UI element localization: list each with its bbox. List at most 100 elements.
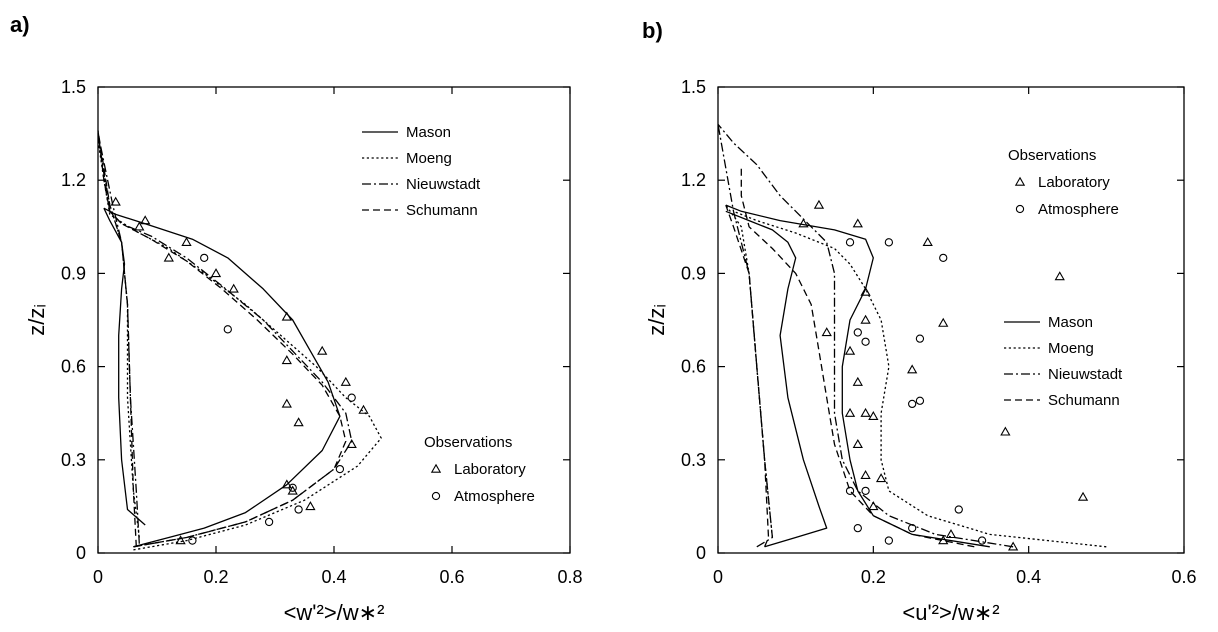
x-tick-label: 0 <box>93 567 103 587</box>
atmosphere-point <box>853 328 862 337</box>
y-tick-label: 0.9 <box>681 263 706 283</box>
y-tick-label: 1.2 <box>681 170 706 190</box>
laboratory-point <box>281 311 292 321</box>
atmosphere-point <box>845 238 855 247</box>
series-line-schumann-outer <box>740 164 975 548</box>
laboratory-point <box>875 473 887 483</box>
laboratory-point <box>844 407 856 417</box>
y-tick-label: 1.5 <box>61 77 86 97</box>
series-line-schumann-outer <box>97 130 347 548</box>
atmosphere-point <box>884 536 894 545</box>
panel-label-a: a) <box>10 12 30 37</box>
marker-legend-a: Observations Laboratory Atmosphere <box>424 434 535 505</box>
laboratory-point <box>922 237 933 247</box>
series-line-nieuwstadt-outer <box>717 123 1014 548</box>
series-line-moeng-inner <box>725 204 774 538</box>
y-tick-label: 0.3 <box>61 450 86 470</box>
observations-legend-title: Observations <box>1008 147 1096 164</box>
laboratory-point <box>1000 426 1011 436</box>
x-tick-label: 0 <box>713 567 723 587</box>
atmosphere-point <box>264 517 274 527</box>
legend-label-nieuwstadt: Nieuwstadt <box>1048 366 1123 383</box>
laboratory-point <box>860 470 871 480</box>
y-tick-label: 1.5 <box>681 77 706 97</box>
legend-label-atmosphere: Atmosphere <box>454 488 535 505</box>
atmosphere-point <box>954 505 963 514</box>
laboratory-point <box>134 221 145 231</box>
x-tick-label: 0.2 <box>203 567 228 587</box>
atmosphere-point <box>884 238 894 247</box>
atmosphere-point <box>223 325 232 334</box>
laboratory-point <box>181 237 192 247</box>
x-tick-label: 0.2 <box>861 567 886 587</box>
laboratory-point <box>228 283 239 293</box>
x-tick-label: 0.4 <box>1016 567 1041 587</box>
laboratory-point <box>305 501 316 511</box>
laboratory-point <box>340 376 351 386</box>
laboratory-point <box>1054 271 1065 281</box>
atmosphere-point <box>845 486 855 496</box>
laboratory-point <box>852 376 863 386</box>
laboratory-point <box>945 529 957 539</box>
ticks-b: 0 0.2 0.4 0.6 0 0.3 0.6 0.9 1.2 1.5 <box>681 77 1197 587</box>
x-axis-label-b: <u'²>/w∗² <box>902 600 999 625</box>
y-tick-label: 1.2 <box>61 170 86 190</box>
legend-label-laboratory: Laboratory <box>1038 174 1110 191</box>
laboratory-point <box>938 317 949 327</box>
x-tick-label: 0.8 <box>557 567 582 587</box>
laboratory-point <box>210 268 222 278</box>
panel-label-b: b) <box>642 18 663 43</box>
legend-marker-laboratory <box>430 463 442 473</box>
laboratory-point <box>163 252 174 262</box>
series-line-schumann-inner <box>725 204 770 548</box>
x-tick-label: 0.4 <box>321 567 346 587</box>
atmosphere-point <box>861 337 870 346</box>
atmosphere-point <box>908 523 917 533</box>
line-legend-b: Mason Moeng Nieuwstadt Schumann <box>1004 314 1123 409</box>
laboratory-point <box>140 215 151 225</box>
series-lines-b <box>717 123 1107 548</box>
atmosphere-point <box>188 536 197 545</box>
legend-label-nieuwstadt: Nieuwstadt <box>406 176 481 193</box>
laboratory-point <box>938 535 949 545</box>
atmosphere-point <box>347 393 356 402</box>
y-tick-label: 0.9 <box>61 263 86 283</box>
y-tick-label: 0.3 <box>681 450 706 470</box>
series-line-mason-inner <box>725 210 828 548</box>
legend-label-schumann: Schumann <box>1048 392 1120 409</box>
legend-label-mason: Mason <box>1048 314 1093 331</box>
x-tick-label: 0.6 <box>1171 567 1196 587</box>
y-tick-label: 0.6 <box>681 357 706 377</box>
laboratory-point <box>317 345 328 355</box>
laboratory-point <box>358 404 369 414</box>
atmosphere-point <box>939 253 948 263</box>
laboratory-point <box>281 479 292 489</box>
laboratory-point <box>868 410 879 421</box>
observations-legend-title: Observations <box>424 434 512 451</box>
y-axis-label-b: z/zᵢ <box>644 304 669 336</box>
laboratory-point <box>293 417 304 427</box>
y-axis-label-a: z/zᵢ <box>24 304 49 336</box>
legend-label-moeng: Moeng <box>1048 340 1094 357</box>
series-line-mason-inner <box>103 207 146 526</box>
observations-b <box>798 199 1089 551</box>
laboratory-point <box>844 345 856 355</box>
series-line-moeng-outer <box>97 139 382 551</box>
y-tick-label: 0 <box>696 543 706 563</box>
atmosphere-point <box>861 486 870 496</box>
legend-label-laboratory: Laboratory <box>454 461 526 478</box>
chart-panel-a: 0 0.2 0.4 0.6 0.800.30.60.91.21.5 <w'²>/w∗² … <box>24 77 583 625</box>
legend-label-moeng: Moeng <box>406 150 452 167</box>
legend-marker-atmosphere <box>1015 204 1025 214</box>
laboratory-point <box>868 501 879 511</box>
series-line-nieuwstadt-inner <box>717 124 774 548</box>
laboratory-point <box>860 286 871 296</box>
line-legend-a: Mason Moeng Nieuwstadt Schumann <box>362 124 481 219</box>
x-tick-label: 0.6 <box>439 567 464 587</box>
marker-legend-b: Observations Laboratory Atmosphere <box>1008 147 1119 218</box>
series-line-schumann-inner <box>97 130 137 547</box>
plot-frame-b <box>717 86 1185 554</box>
atmosphere-point <box>288 483 297 492</box>
atmosphere-point <box>908 399 917 409</box>
